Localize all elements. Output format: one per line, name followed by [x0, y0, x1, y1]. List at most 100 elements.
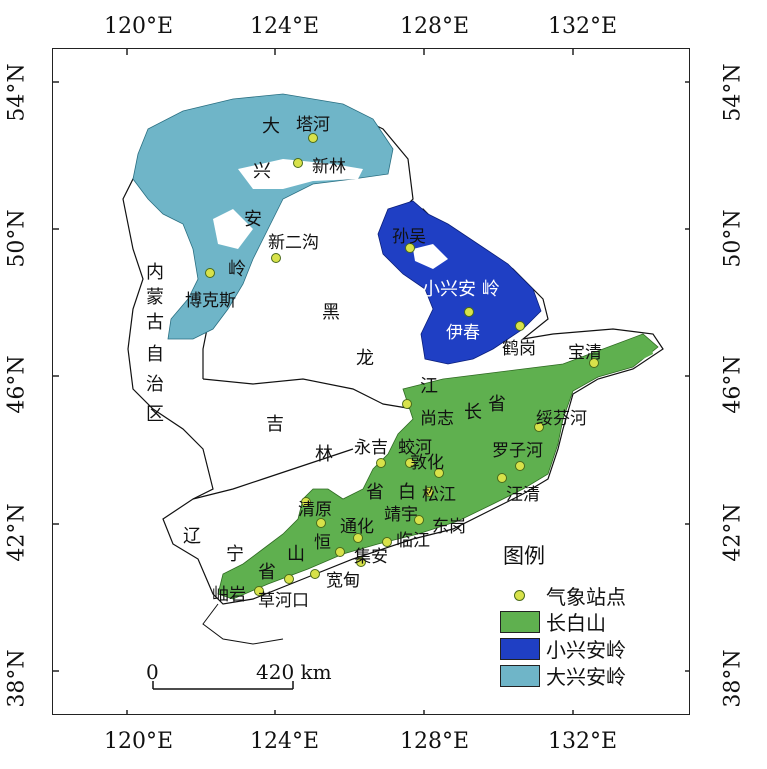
- lon-label-top-124: 124°E: [250, 14, 320, 39]
- legend-title: 图例: [503, 544, 545, 568]
- lon-label-bottom-120: 120°E: [104, 729, 174, 754]
- station-label-baoqing: 宝清: [568, 343, 602, 363]
- station-marker-icon: [335, 547, 345, 557]
- map-frame: [52, 48, 690, 715]
- legend-label-xiaoxinganling: 小兴安岭: [546, 638, 626, 662]
- frame-ticks: [53, 49, 689, 714]
- station-marker-icon: [271, 253, 281, 263]
- station-marker-icon: [284, 574, 294, 584]
- coastline: [202, 603, 284, 645]
- lon-label-bottom-128: 128°E: [400, 729, 470, 754]
- swatch-changbaishan-icon: [500, 611, 540, 633]
- station-marker-icon: [434, 468, 444, 478]
- lon-label-top-132: 132°E: [548, 14, 618, 39]
- station-marker-icon: [301, 497, 311, 507]
- legend-label-station: 气象站点: [546, 585, 626, 609]
- station-marker-icon: [405, 243, 415, 253]
- station-label-shangzhi: 尚志: [420, 409, 454, 429]
- station-label-donggang: 东岗: [432, 517, 466, 537]
- label-sheng-ln: 省: [258, 562, 276, 583]
- lat-label-right-50: 50°N: [720, 209, 746, 268]
- station-marker-icon: [497, 473, 507, 483]
- station-marker-icon: [464, 307, 474, 317]
- label-sheng-hlj: 省: [488, 394, 506, 415]
- lat-label-right-42: 42°N: [720, 503, 746, 562]
- lat-label-left-54: 54°N: [4, 63, 30, 122]
- station-label-xiuyan: 岫岩: [212, 585, 246, 605]
- lat-label-left-46: 46°N: [4, 355, 30, 414]
- scale-start-label: 0: [146, 660, 159, 684]
- station-label-tahe: 塔河: [296, 115, 330, 135]
- station-label-qingyuan: 清原: [298, 500, 332, 520]
- station-marker-icon: [515, 461, 525, 471]
- station-label-heng: 恒: [314, 533, 331, 553]
- station-label-luozihe: 罗子河: [492, 441, 543, 461]
- lat-label-right-54: 54°N: [720, 63, 746, 122]
- station-label-xinergou: 新二沟: [268, 233, 319, 253]
- station-label-xinlin: 新林: [312, 157, 346, 177]
- station-dot-icon: [514, 590, 525, 601]
- station-marker-icon: [424, 487, 434, 497]
- legend-item-station: 气象站点: [500, 583, 700, 609]
- lon-label-bottom-132: 132°E: [548, 729, 618, 754]
- legend-item-changbaishan: 长白山: [500, 609, 700, 635]
- station-label-yongji: 永吉: [354, 438, 388, 458]
- label-hei: 黑: [322, 302, 340, 323]
- swatch-xiaoxinganling-icon: [500, 638, 540, 660]
- station-label-wangqing: 汪清: [506, 485, 540, 505]
- station-label-jian: 集安: [354, 547, 388, 567]
- station-marker-icon: [353, 533, 363, 543]
- label-nei: 内: [146, 262, 164, 283]
- label-chang: 长: [464, 402, 482, 423]
- label-xing: 兴: [253, 161, 271, 182]
- legend-item-xiaoxinganling: 小兴安岭: [500, 636, 700, 662]
- station-marker-icon: [414, 515, 424, 525]
- station-marker-icon: [254, 586, 264, 596]
- station-marker-icon: [405, 458, 415, 468]
- station-label-suifenhe: 绥芬河: [536, 409, 587, 429]
- label-long: 龙: [356, 348, 374, 369]
- station-marker-icon: [205, 268, 215, 278]
- legend-label-daxinganling: 大兴安岭: [546, 665, 626, 689]
- label-da: 大: [262, 116, 280, 137]
- label-xiaoxinganling: 小兴安 岭: [422, 279, 500, 300]
- label-ji: 吉: [266, 414, 284, 435]
- label-jiang: 江: [420, 376, 438, 397]
- station-marker-icon: [316, 518, 326, 528]
- region-daxinganling: [132, 93, 394, 340]
- label-gu: 古: [146, 312, 164, 333]
- lon-label-top-120: 120°E: [104, 14, 174, 39]
- label-zhi: 治: [146, 374, 164, 395]
- swatch-daxinganling-icon: [500, 665, 540, 687]
- station-label-yichun: 伊春: [446, 323, 480, 343]
- lon-label-bottom-124: 124°E: [250, 729, 320, 754]
- station-label-sunwu: 孙吴: [392, 227, 426, 247]
- station-marker-icon: [515, 321, 525, 331]
- label-ling: 岭: [228, 259, 246, 280]
- scale-end-label: 420 km: [256, 660, 332, 684]
- station-marker-icon: [534, 422, 544, 432]
- lat-label-left-38: 38°N: [4, 649, 30, 708]
- station-marker-icon: [293, 158, 303, 168]
- station-label-jingyu: 靖宇: [384, 505, 418, 525]
- station-label-kuandian: 宽甸: [326, 571, 360, 591]
- province-border-liaoning: [192, 448, 354, 500]
- station-marker-icon: [402, 399, 412, 409]
- label-meng: 蒙: [146, 287, 164, 308]
- station-marker-icon: [310, 569, 320, 579]
- station-label-bokesi: 博克斯: [185, 291, 236, 311]
- label-shan: 山: [287, 544, 305, 565]
- lat-label-left-50: 50°N: [4, 209, 30, 268]
- lat-label-right-38: 38°N: [720, 649, 746, 708]
- label-zi: 自: [146, 344, 164, 365]
- scale-bar: [152, 681, 294, 690]
- station-label-dunhua: 敦化: [410, 453, 444, 473]
- station-label-jiaohe: 蛟河: [398, 438, 432, 458]
- station-label-linjiang: 临江: [396, 531, 430, 551]
- label-bai: 白: [398, 482, 416, 503]
- station-marker-icon: [356, 557, 366, 567]
- label-qu: 区: [146, 404, 164, 425]
- label-ning: 宁: [226, 544, 244, 565]
- station-label-hegang: 鹤岗: [502, 339, 536, 359]
- legend-label-changbaishan: 长白山: [546, 611, 606, 635]
